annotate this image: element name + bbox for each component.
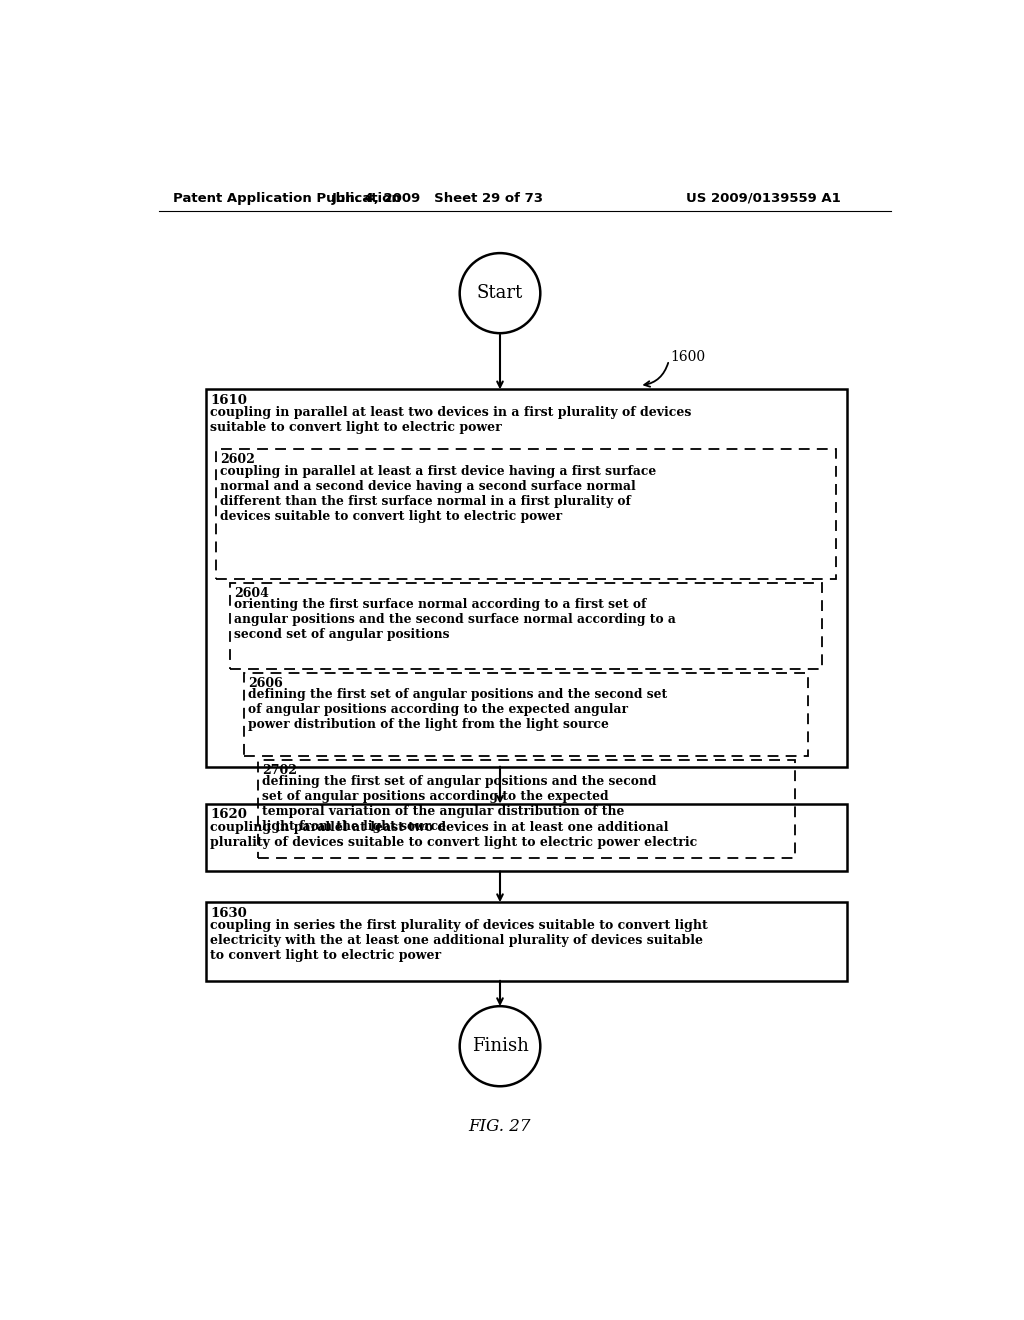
Text: coupling in parallel at least two devices in a first plurality of devices
suitab: coupling in parallel at least two device… <box>210 407 691 434</box>
Text: coupling in parallel at least a first device having a first surface
normal and a: coupling in parallel at least a first de… <box>220 465 656 523</box>
Text: 1630: 1630 <box>210 907 247 920</box>
Text: Finish: Finish <box>472 1038 528 1055</box>
Text: 1600: 1600 <box>671 350 706 364</box>
Text: FIG. 27: FIG. 27 <box>469 1118 531 1135</box>
Bar <box>206 389 847 767</box>
Text: defining the first set of angular positions and the second
set of angular positi: defining the first set of angular positi… <box>262 775 656 833</box>
Text: 2606: 2606 <box>248 677 283 689</box>
Bar <box>230 582 822 669</box>
Text: US 2009/0139559 A1: US 2009/0139559 A1 <box>686 191 841 205</box>
Text: 1620: 1620 <box>210 808 247 821</box>
Text: coupling in parallel at least two devices in at least one additional
plurality o: coupling in parallel at least two device… <box>210 821 697 849</box>
Bar <box>206 903 847 981</box>
Text: defining the first set of angular positions and the second set
of angular positi: defining the first set of angular positi… <box>248 688 668 731</box>
Text: 1610: 1610 <box>210 395 247 407</box>
Bar <box>216 450 837 579</box>
Bar <box>245 673 809 756</box>
Text: 2702: 2702 <box>262 763 297 776</box>
Text: 2604: 2604 <box>234 586 269 599</box>
Text: Start: Start <box>477 284 523 302</box>
Bar <box>258 760 795 858</box>
Text: Jun. 4, 2009   Sheet 29 of 73: Jun. 4, 2009 Sheet 29 of 73 <box>332 191 544 205</box>
Text: coupling in series the first plurality of devices suitable to convert light
elec: coupling in series the first plurality o… <box>210 919 708 962</box>
Text: orienting the first surface normal according to a first set of
angular positions: orienting the first surface normal accor… <box>234 598 676 642</box>
Bar <box>206 804 847 871</box>
Text: Patent Application Publication: Patent Application Publication <box>173 191 400 205</box>
Text: 2602: 2602 <box>220 453 255 466</box>
